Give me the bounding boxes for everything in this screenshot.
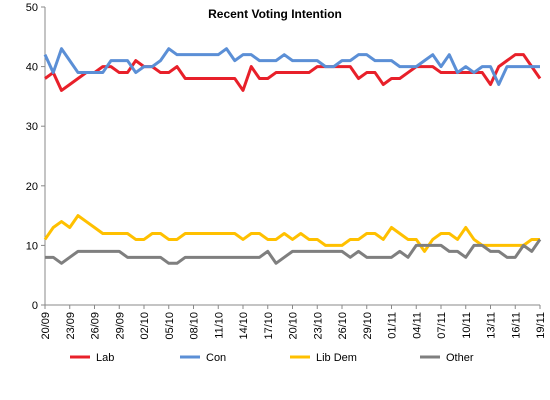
legend-label: Other	[446, 352, 474, 364]
series-line	[43, 214, 540, 253]
x-tick-label: 14/10	[238, 312, 250, 340]
x-tick-label: 20/09	[40, 312, 52, 340]
x-tick-label: 04/11	[411, 312, 423, 339]
x-tick-label: 29/10	[362, 312, 374, 340]
series-line	[43, 47, 540, 86]
x-tick-label: 19/11	[535, 312, 547, 339]
legend-label: Lab	[96, 352, 114, 364]
y-tick-label: 40	[26, 62, 38, 74]
x-tick-label: 08/10	[189, 312, 201, 340]
legend-label: Lib Dem	[316, 352, 357, 364]
y-tick-label: 50	[26, 2, 38, 14]
y-tick-label: 10	[26, 240, 38, 252]
x-tick-label: 05/10	[164, 312, 176, 340]
x-tick-label: 26/09	[90, 312, 102, 340]
x-tick-label: 16/11	[510, 312, 522, 339]
y-tick-label: 20	[26, 181, 38, 193]
x-tick-label: 26/10	[337, 312, 349, 340]
x-tick-label: 07/11	[436, 312, 448, 339]
x-tick-label: 13/11	[486, 312, 498, 339]
x-tick-label: 10/11	[461, 312, 473, 339]
x-tick-label: 23/10	[312, 312, 324, 340]
x-tick-label: 01/11	[387, 312, 399, 339]
x-tick-label: 20/10	[288, 312, 300, 340]
x-tick-label: 17/10	[263, 312, 275, 340]
y-tick-label: 0	[32, 300, 38, 312]
series-line	[45, 238, 542, 265]
x-tick-label: 02/10	[139, 312, 151, 340]
x-tick-label: 23/09	[65, 312, 77, 340]
x-tick-label: 11/10	[213, 312, 225, 339]
chart-title: Recent Voting Intention	[208, 7, 342, 21]
legend-label: Con	[206, 352, 226, 364]
y-tick-label: 30	[26, 121, 38, 133]
x-tick-label: 29/09	[114, 312, 126, 340]
